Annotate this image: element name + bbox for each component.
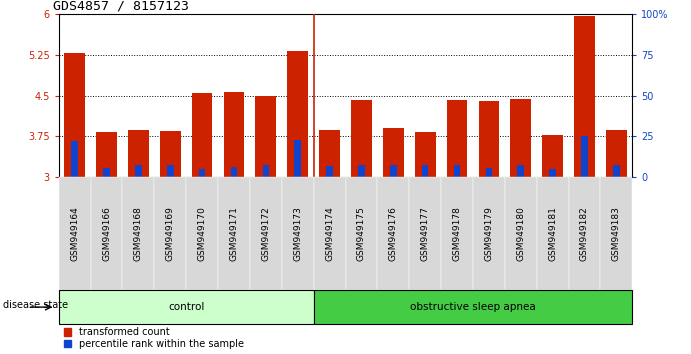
- Text: GSM949180: GSM949180: [516, 206, 525, 261]
- Text: GSM949173: GSM949173: [293, 206, 302, 261]
- Text: control: control: [168, 302, 205, 312]
- Text: GSM949183: GSM949183: [612, 206, 621, 261]
- Text: GDS4857 / 8157123: GDS4857 / 8157123: [53, 0, 189, 13]
- Bar: [287, 51, 308, 177]
- Bar: [326, 166, 333, 177]
- Legend: transformed count, percentile rank within the sample: transformed count, percentile rank withi…: [64, 327, 244, 349]
- Text: GSM949168: GSM949168: [134, 206, 143, 261]
- Bar: [606, 130, 627, 177]
- Text: GSM949166: GSM949166: [102, 206, 111, 261]
- Text: GSM949181: GSM949181: [548, 206, 557, 261]
- Bar: [479, 101, 499, 177]
- Text: GSM949176: GSM949176: [389, 206, 398, 261]
- Bar: [231, 167, 237, 177]
- Bar: [542, 135, 563, 177]
- Bar: [167, 165, 173, 177]
- Bar: [390, 165, 397, 177]
- Text: GSM949170: GSM949170: [198, 206, 207, 261]
- Bar: [224, 92, 245, 177]
- Bar: [160, 131, 180, 177]
- Text: GSM949169: GSM949169: [166, 206, 175, 261]
- Bar: [199, 170, 205, 177]
- Text: GSM949164: GSM949164: [70, 206, 79, 261]
- Bar: [71, 141, 78, 177]
- Bar: [454, 165, 460, 177]
- Text: disease state: disease state: [3, 300, 68, 310]
- Text: GSM949171: GSM949171: [229, 206, 238, 261]
- Bar: [135, 165, 142, 177]
- Bar: [518, 165, 524, 177]
- Bar: [581, 136, 588, 177]
- Text: GSM949182: GSM949182: [580, 206, 589, 261]
- Bar: [511, 99, 531, 177]
- Text: GSM949175: GSM949175: [357, 206, 366, 261]
- Bar: [64, 53, 85, 177]
- Text: GSM949177: GSM949177: [421, 206, 430, 261]
- Bar: [96, 132, 117, 177]
- Bar: [446, 100, 467, 177]
- Text: GSM949174: GSM949174: [325, 206, 334, 261]
- Bar: [549, 170, 556, 177]
- Bar: [256, 96, 276, 177]
- Bar: [294, 140, 301, 177]
- Bar: [319, 130, 340, 177]
- Bar: [486, 168, 492, 177]
- Bar: [351, 100, 372, 177]
- Text: GSM949179: GSM949179: [484, 206, 493, 261]
- Text: obstructive sleep apnea: obstructive sleep apnea: [410, 302, 536, 312]
- Bar: [103, 168, 110, 177]
- Bar: [128, 130, 149, 177]
- Bar: [574, 16, 595, 177]
- Text: GSM949172: GSM949172: [261, 206, 270, 261]
- Bar: [358, 165, 365, 177]
- Bar: [613, 165, 620, 177]
- Bar: [415, 132, 435, 177]
- Bar: [383, 128, 404, 177]
- Bar: [192, 93, 212, 177]
- Text: GSM949178: GSM949178: [453, 206, 462, 261]
- Bar: [422, 165, 428, 177]
- Bar: [263, 165, 269, 177]
